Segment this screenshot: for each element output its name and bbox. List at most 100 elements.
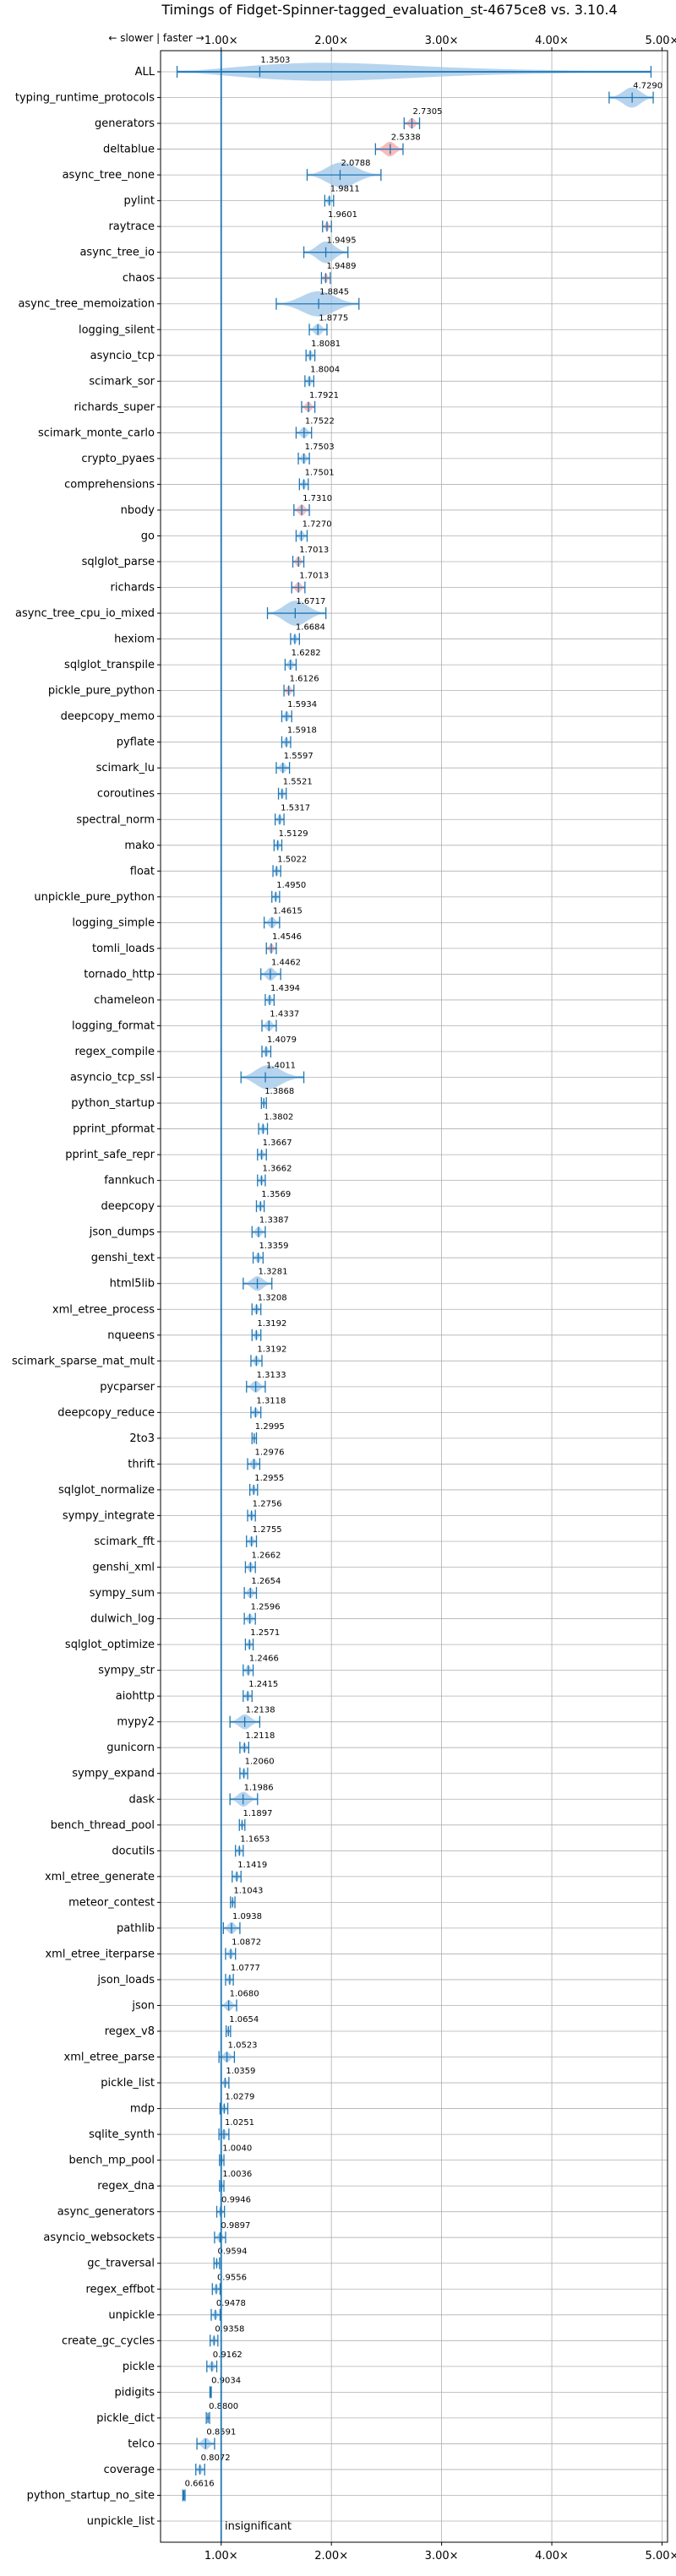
y-label: scimark_sparse_mat_mult (12, 1355, 155, 1367)
y-label: pylint (123, 195, 155, 208)
benchmark-mark: 1.2060 (239, 1758, 275, 1780)
benchmark-mark: 1.3359 (252, 1242, 289, 1264)
value-label: 1.3208 (258, 1293, 287, 1302)
benchmark-mark: 1.0938 (222, 1912, 262, 1935)
value-label: 1.2060 (245, 1758, 275, 1767)
benchmark-mark: 0.9034 (209, 2376, 241, 2399)
value-label: 1.2654 (251, 1577, 281, 1586)
y-label: hexiom (114, 633, 155, 646)
value-label: 0.9556 (217, 2273, 247, 2282)
value-label: 1.3133 (257, 1371, 286, 1380)
chart-title: Timings of Fidget-Spinner-tagged_evaluat… (161, 2, 617, 19)
y-label: raytrace (108, 220, 155, 233)
value-label: 1.3802 (264, 1113, 293, 1122)
benchmark-mark: 1.2955 (249, 1474, 284, 1496)
value-label: 1.2571 (250, 1628, 280, 1638)
value-label: 1.5521 (283, 778, 313, 787)
benchmark-mark: 1.9495 (303, 236, 357, 264)
y-label: dulwich_log (90, 1613, 155, 1626)
value-label: 1.6126 (290, 675, 319, 684)
value-label: 0.9358 (215, 2324, 244, 2334)
y-label: meteor_contest (68, 1896, 155, 1909)
value-label: 1.0359 (226, 2067, 255, 2076)
benchmark-mark: 1.7310 (293, 494, 332, 516)
direction-label: ← slower | faster → (108, 32, 204, 44)
y-label: create_gc_cycles (62, 2334, 155, 2347)
value-label: 1.8004 (310, 365, 340, 374)
benchmark-mark: 1.5521 (277, 778, 313, 800)
benchmark-mark: 1.5597 (275, 752, 313, 774)
benchmark-mark: 1.3662 (257, 1165, 292, 1187)
value-label: 0.9946 (221, 2196, 251, 2205)
y-label: regex_compile (74, 1046, 155, 1058)
benchmark-mark: 1.4462 (260, 958, 301, 981)
value-label: 1.1419 (237, 1861, 267, 1870)
benchmark-mark: 1.6684 (290, 623, 325, 645)
value-label: 1.2138 (246, 1706, 275, 1715)
value-label: 1.2118 (245, 1731, 275, 1741)
y-label: bench_mp_pool (68, 2155, 155, 2167)
y-label: tomli_loads (92, 943, 155, 955)
value-label: 1.0036 (222, 2170, 252, 2179)
y-label: mypy2 (117, 1716, 155, 1729)
value-label: 2.7305 (412, 107, 442, 117)
value-label: 1.2955 (254, 1474, 284, 1483)
value-label: 1.1986 (244, 1783, 274, 1792)
value-label: 0.8072 (201, 2454, 231, 2463)
benchmark-mark: 1.3208 (251, 1293, 287, 1316)
y-label: pickle_pure_python (48, 685, 155, 698)
x-tick-label-bottom: 3.00× (425, 2550, 459, 2562)
y-label: async_tree_io (79, 247, 155, 259)
benchmark-mark: 0.9594 (213, 2247, 247, 2269)
benchmark-mark: 1.7013 (291, 572, 329, 594)
y-label: deepcopy (101, 1200, 155, 1213)
y-label: regex_dna (97, 2180, 155, 2193)
value-label: 1.7270 (303, 519, 332, 529)
value-label: 0.6616 (185, 2479, 215, 2488)
benchmark-mark: 1.4394 (264, 984, 300, 1006)
benchmark-mark: 1.5022 (272, 855, 307, 878)
value-label: 1.9495 (327, 236, 357, 246)
chart-marks: 1.3503 4.7290 2.7305 2.5338 2.0788 1.9811 1.96… (176, 51, 662, 2542)
x-tick-label-bottom: 5.00× (646, 2550, 676, 2562)
value-label: 0.9162 (213, 2350, 243, 2360)
value-label: 1.0040 (222, 2144, 252, 2154)
benchmark-mark: 1.1653 (235, 1834, 270, 1857)
value-label: 1.9601 (328, 210, 357, 220)
y-label: crypto_pyaes (81, 453, 155, 465)
value-label: 1.7921 (309, 391, 339, 400)
value-label: 1.7013 (299, 546, 329, 555)
benchmark-mark: 1.3192 (250, 1345, 286, 1367)
y-label: sqlglot_parse (82, 556, 155, 568)
benchmark-mark: 4.7290 (608, 82, 662, 108)
value-label: 1.3569 (261, 1190, 291, 1199)
benchmark-mark: 1.8775 (308, 313, 348, 336)
value-label: 1.7013 (299, 572, 329, 581)
y-label: scimark_monte_carlo (38, 427, 155, 439)
value-label: 1.2995 (255, 1422, 285, 1432)
benchmark-mark: 1.0523 (218, 2041, 258, 2063)
x-tick-label-top: 4.00× (535, 35, 569, 47)
y-label: spectral_norm (76, 813, 155, 826)
value-label: 1.0777 (231, 1964, 260, 1973)
value-label: 0.9478 (216, 2299, 246, 2308)
y-label: xml_etree_parse (64, 2052, 155, 2064)
y-label: go (141, 530, 155, 542)
benchmark-mark: 1.1419 (232, 1861, 267, 1883)
y-label: pyflate (117, 736, 155, 749)
value-label: 1.8081 (311, 340, 341, 349)
x-axis-ticks: 1.00× 1.00× 2.00× 2.00× 3.00× 3.00× 4.00× 4.00×… (204, 35, 676, 2562)
y-label: aiohttp (116, 1690, 155, 1703)
y-label: sympy_integrate (63, 1509, 155, 1522)
benchmark-mark: 1.4011 (240, 1062, 305, 1090)
y-label: sqlglot_optimize (65, 1639, 155, 1651)
benchmark-mark: 1.5918 (281, 726, 317, 748)
y-label: json (131, 1999, 155, 2012)
benchmark-mark: 1.0654 (225, 2015, 259, 2037)
value-label: 1.7310 (303, 494, 332, 503)
y-label: gunicorn (106, 1742, 155, 1754)
value-label: 1.3192 (257, 1319, 286, 1329)
benchmark-mark: 1.3192 (251, 1319, 286, 1341)
benchmark-mark: 1.2571 (244, 1628, 280, 1651)
value-label: 1.2756 (253, 1499, 282, 1508)
